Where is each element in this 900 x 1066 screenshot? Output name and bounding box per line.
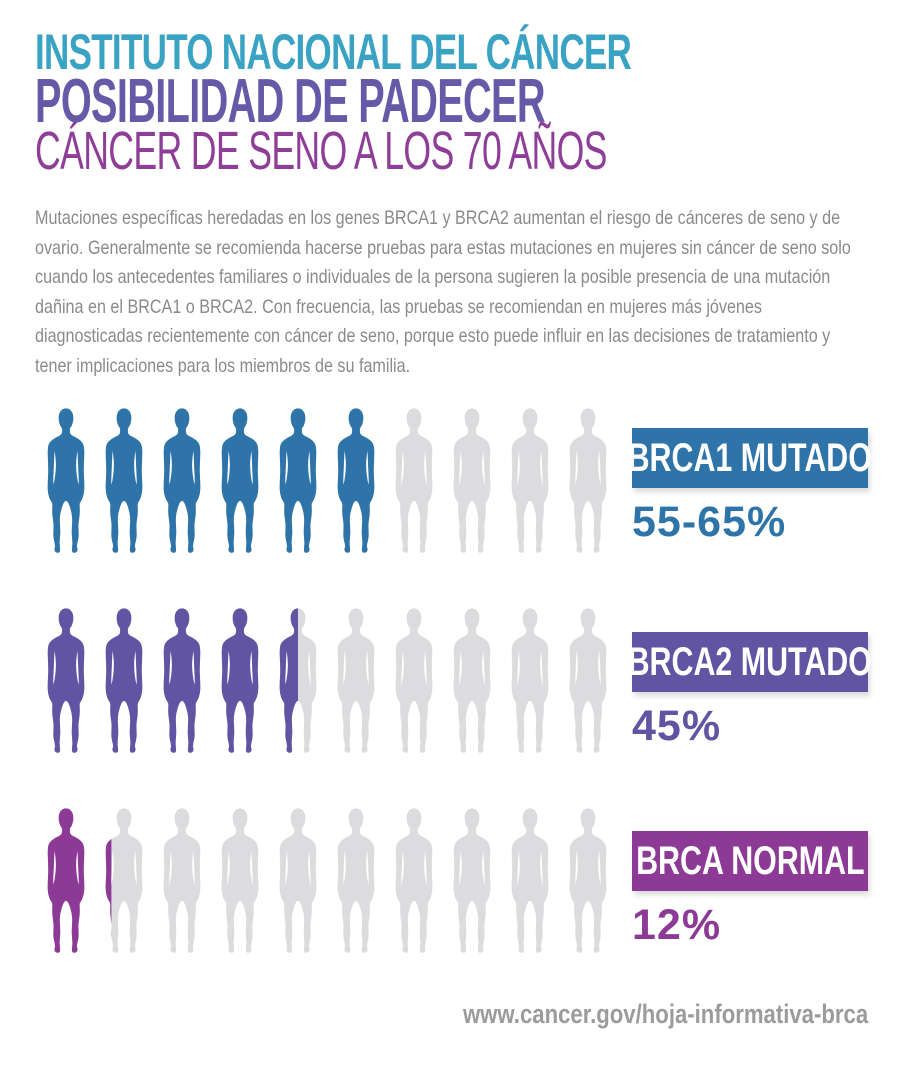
person-figure-empty — [453, 808, 491, 953]
page-title-line2: CÁNCER DE SENO A LOS 70 AÑOS — [35, 121, 607, 181]
person-figure-empty — [569, 608, 607, 753]
person-figure-empty — [511, 408, 549, 553]
legend-label: BRCA NORMAL — [635, 839, 865, 883]
person-figure-filled — [47, 808, 85, 953]
legend-bar-2: BRCA2 MUTADO — [628, 632, 872, 692]
percentage-value-3: 12% — [632, 901, 722, 949]
person-figure-empty — [511, 808, 549, 953]
person-figure-filled — [105, 608, 143, 753]
org-title: INSTITUTO NACIONAL DEL CÁNCER — [35, 24, 632, 80]
person-figure-filled — [337, 408, 375, 553]
person-figure-filled — [221, 408, 259, 553]
percentage-value-1: 55-65% — [632, 498, 787, 546]
person-figure-partial — [279, 608, 317, 753]
person-figure-empty — [163, 808, 201, 953]
person-figure-filled — [163, 608, 201, 753]
person-figure-filled — [47, 408, 85, 553]
pictogram-row-3 — [45, 808, 609, 954]
person-figure-filled — [279, 408, 317, 553]
person-figure-empty — [511, 608, 549, 753]
person-figure-empty — [395, 408, 433, 553]
intro-paragraph: Mutaciones específicas heredadas en los … — [35, 207, 851, 377]
person-figure-filled — [105, 408, 143, 553]
legend-label: BRCA1 MUTADO — [627, 436, 873, 480]
pictogram-row-2 — [45, 608, 609, 754]
person-figure-empty — [569, 408, 607, 553]
person-figure-empty — [453, 608, 491, 753]
legend-bar-1: BRCA1 MUTADO — [628, 428, 872, 488]
pictogram-row-1 — [45, 408, 609, 554]
person-figure-empty — [279, 808, 317, 953]
person-figure-empty — [395, 608, 433, 753]
percentage-value-2: 45% — [632, 702, 722, 750]
person-figure-empty — [569, 808, 607, 953]
legend-bar-3: BRCA NORMAL — [632, 831, 868, 891]
person-figure-filled — [221, 608, 259, 753]
person-figure-empty — [395, 808, 433, 953]
page-title-line1: POSIBILIDAD DE PADECER — [35, 67, 546, 136]
person-figure-partial — [105, 808, 143, 953]
person-figure-filled — [47, 608, 85, 753]
person-figure-empty — [337, 608, 375, 753]
person-figure-empty — [221, 808, 259, 953]
person-figure-filled — [163, 408, 201, 553]
footer-url: www.cancer.gov/hoja-informativa-brca — [462, 999, 868, 1029]
legend-label: BRCA2 MUTADO — [627, 640, 873, 684]
person-figure-empty — [453, 408, 491, 553]
person-figure-empty — [337, 808, 375, 953]
